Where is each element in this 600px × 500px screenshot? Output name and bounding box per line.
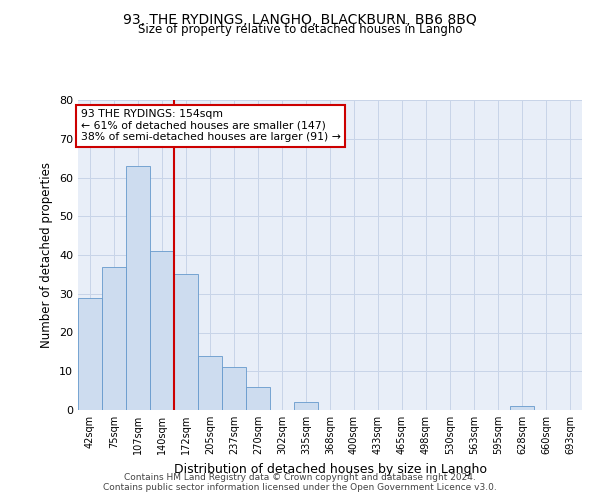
- Bar: [126, 166, 150, 410]
- Text: Contains HM Land Registry data © Crown copyright and database right 2024.: Contains HM Land Registry data © Crown c…: [124, 474, 476, 482]
- Text: 93 THE RYDINGS: 154sqm
← 61% of detached houses are smaller (147)
38% of semi-de: 93 THE RYDINGS: 154sqm ← 61% of detached…: [80, 110, 340, 142]
- Bar: [150, 251, 174, 410]
- X-axis label: Distribution of detached houses by size in Langho: Distribution of detached houses by size …: [173, 462, 487, 475]
- Bar: [78, 298, 102, 410]
- Bar: [102, 266, 126, 410]
- Text: Size of property relative to detached houses in Langho: Size of property relative to detached ho…: [138, 22, 462, 36]
- Bar: [510, 406, 534, 410]
- Text: Contains public sector information licensed under the Open Government Licence v3: Contains public sector information licen…: [103, 484, 497, 492]
- Bar: [174, 274, 198, 410]
- Bar: [198, 356, 222, 410]
- Bar: [222, 368, 246, 410]
- Bar: [246, 387, 270, 410]
- Text: 93, THE RYDINGS, LANGHO, BLACKBURN, BB6 8BQ: 93, THE RYDINGS, LANGHO, BLACKBURN, BB6 …: [123, 12, 477, 26]
- Bar: [294, 402, 318, 410]
- Y-axis label: Number of detached properties: Number of detached properties: [40, 162, 53, 348]
